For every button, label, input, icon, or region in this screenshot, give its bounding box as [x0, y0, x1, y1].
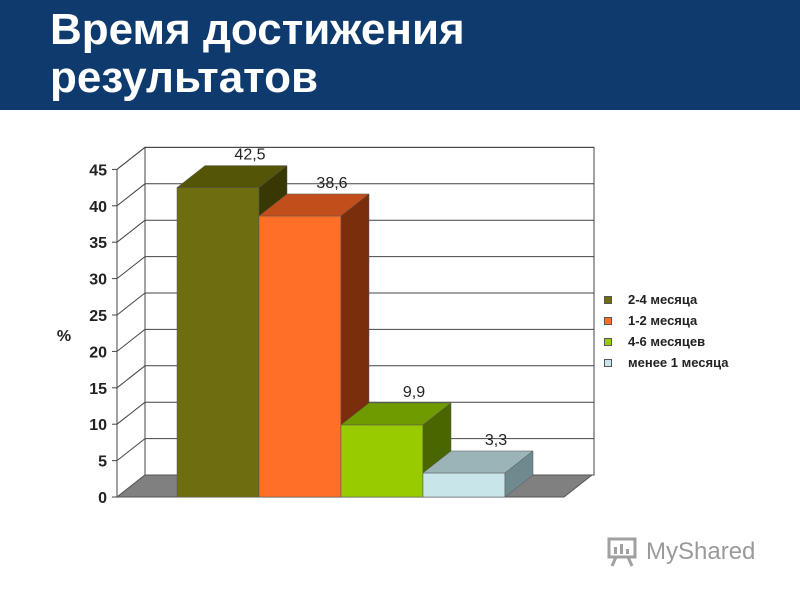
data-label: 9,9: [403, 384, 425, 401]
data-label: 38,6: [316, 175, 347, 192]
bar-front: [176, 187, 260, 498]
gridline: [116, 256, 146, 279]
legend-label: 1-2 месяца: [628, 313, 698, 328]
gridline: [116, 292, 146, 316]
legend-label: менее 1 месяца: [628, 355, 729, 370]
y-tick-label: 35: [89, 235, 107, 252]
legend-item: 1-2 месяца: [604, 310, 728, 331]
y-tick-label: 45: [89, 162, 107, 179]
legend: 2-4 месяца 1-2 месяца 4-6 месяцев менее …: [604, 289, 728, 373]
legend-item: 2-4 месяца: [604, 289, 728, 310]
y-tick-label: 20: [89, 344, 107, 361]
legend-swatch: [604, 295, 612, 304]
y-tick-label: 0: [98, 490, 107, 507]
gridline: [116, 365, 146, 389]
y-tick-label: 30: [89, 272, 107, 289]
legend-swatch: [604, 337, 612, 346]
bar-front: [258, 215, 342, 498]
gridline: [116, 219, 146, 243]
title-banner: Время достижения результатов: [0, 0, 800, 110]
y-tick-label: 25: [89, 308, 107, 325]
gridline: [116, 183, 146, 207]
legend-label: 4-6 месяцев: [628, 334, 706, 349]
side-wall: [116, 146, 146, 499]
bar-front: [422, 472, 506, 498]
legend-label: 2-4 месяца: [628, 292, 698, 307]
y-tick-label: 15: [89, 381, 107, 398]
data-label: 3,3: [485, 432, 507, 449]
legend-swatch: [604, 358, 612, 367]
gridline: [116, 147, 146, 170]
gridline: [116, 438, 146, 461]
legend-item: менее 1 месяца: [604, 352, 728, 373]
watermark-text: MyShared: [646, 538, 756, 565]
legend-swatch: [604, 316, 612, 325]
slide-title: Время достижения результатов: [50, 5, 465, 102]
bar-front: [340, 424, 424, 498]
myshared-logo-icon: [607, 537, 637, 567]
y-tick-label: 40: [89, 199, 107, 216]
data-label: 42,5: [234, 147, 265, 164]
y-axis-label: %: [57, 328, 71, 345]
y-tick-label: 10: [89, 417, 107, 434]
legend-item: 4-6 месяцев: [604, 331, 728, 352]
bar-side: [504, 450, 534, 498]
y-tick-label: 5: [98, 454, 107, 471]
gridline: [116, 401, 146, 425]
gridline: [116, 329, 146, 352]
watermark: MyShared: [606, 536, 755, 568]
